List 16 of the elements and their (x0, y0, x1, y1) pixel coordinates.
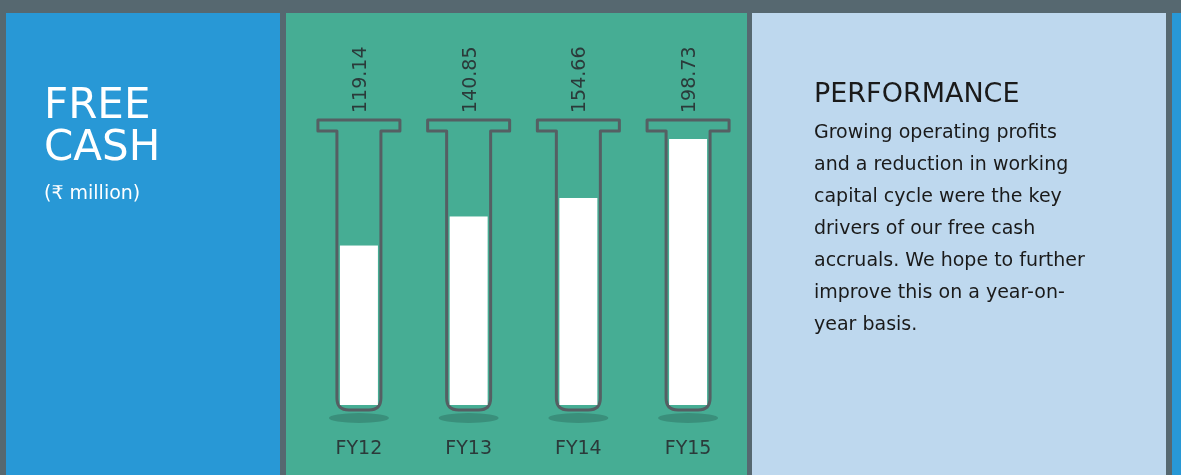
data-label: 198.73 (677, 46, 700, 113)
x-tick-label: FY15 (664, 435, 712, 458)
bar (339, 245, 378, 405)
chart-title: FREE CASH (44, 79, 162, 170)
bar (559, 197, 598, 405)
x-tick-label: FY14 (555, 435, 602, 458)
data-label: 154.66 (567, 46, 590, 113)
x-tick-label: FY13 (445, 435, 492, 458)
text: PERFORMANCE (814, 77, 1020, 108)
text: (₹ million) (44, 181, 141, 203)
bar (449, 216, 488, 405)
x-tick-label: FY12 (335, 435, 383, 458)
bar (669, 139, 708, 405)
text: Growing operating profits and a reduction in working capital cycle were the key drivers of our free cash accruals. We hope to further improve this on a year-on-year basis. (814, 119, 1086, 336)
data-label: 119.14 (347, 46, 370, 113)
data-label: 140.85 (457, 46, 480, 113)
